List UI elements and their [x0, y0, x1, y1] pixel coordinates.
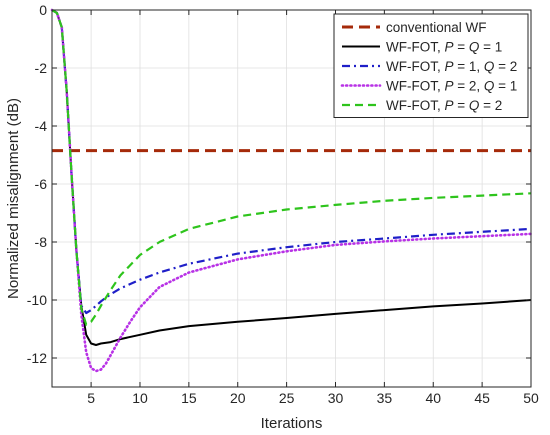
y-tick-label: -6 — [35, 176, 48, 192]
legend-label-3: WF-FOT, P = 1, Q = 2 — [386, 59, 517, 74]
series-line-2 — [51, 9, 532, 346]
x-tick-label: 45 — [474, 390, 490, 406]
x-tick-label: 40 — [425, 390, 441, 406]
y-tick-label: -12 — [27, 350, 47, 366]
y-tick-label: 0 — [39, 2, 47, 18]
x-tick-label: 5 — [87, 390, 95, 406]
x-tick-label: 20 — [230, 390, 246, 406]
y-tick-label: -4 — [35, 118, 48, 134]
legend: conventional WF WF-FOT, P = Q = 1 WF-FOT, … — [333, 13, 529, 118]
plot-frame — [51, 9, 532, 388]
y-axis-label: Normalized misalignment (dB) — [5, 98, 22, 299]
axis-ticks: 5 10 15 20 25 30 35 40 45 50 0 -2 -4 -6 -8 -10 -12 — [27, 2, 539, 406]
x-tick-label: 15 — [181, 390, 197, 406]
series-line-5 — [51, 9, 532, 326]
y-tick-label: -2 — [35, 60, 48, 76]
x-tick-label: 25 — [279, 390, 295, 406]
x-tick-label: 10 — [132, 390, 148, 406]
y-tick-label: -10 — [27, 292, 47, 308]
x-tick-label: 35 — [377, 390, 393, 406]
legend-label-4: WF-FOT, P = 2, Q = 1 — [386, 79, 517, 94]
x-axis-label: Iterations — [261, 415, 323, 432]
legend-label-1: conventional WF — [386, 20, 487, 35]
x-tick-label: 50 — [523, 390, 539, 406]
series-layer — [50, 8, 533, 373]
x-tick-label: 30 — [328, 390, 344, 406]
legend-label-2: WF-FOT, P = Q = 1 — [386, 40, 502, 55]
legend-label-5: WF-FOT, P = Q = 2 — [386, 98, 502, 113]
y-tick-label: -8 — [35, 234, 48, 250]
series-line-3 — [51, 9, 532, 315]
